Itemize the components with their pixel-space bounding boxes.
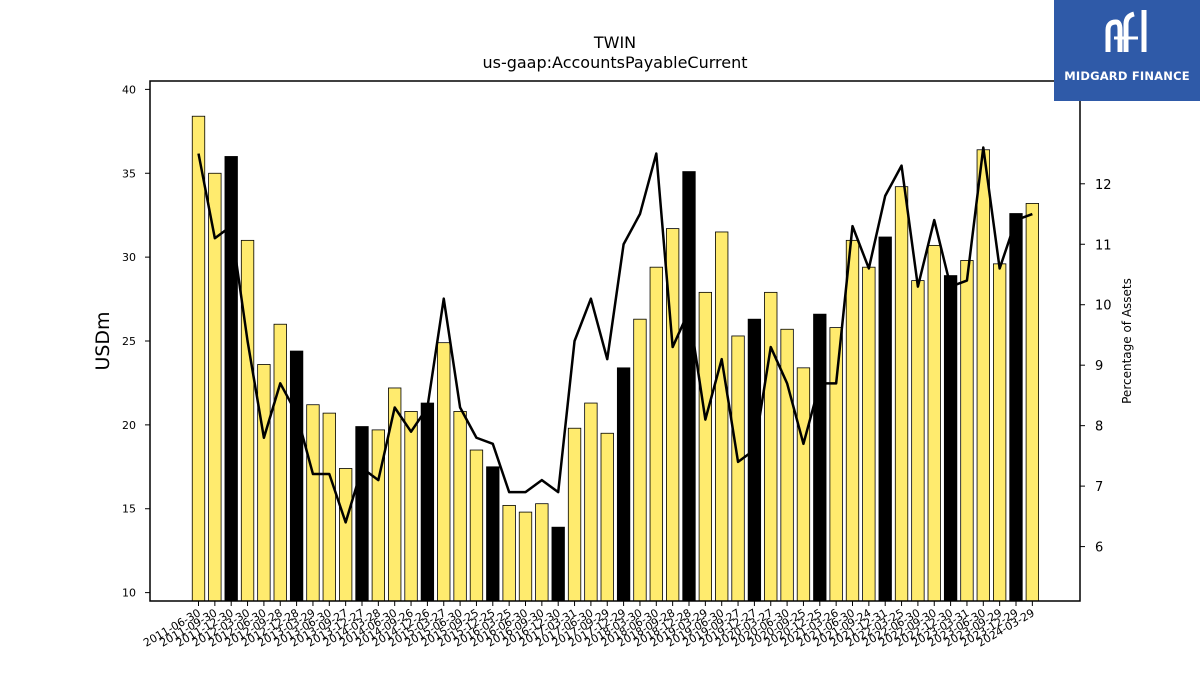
right-y-axis: 6 7 8 9 10 11 12 xyxy=(1080,178,1112,556)
right-y-tick-label: 6 xyxy=(1095,541,1103,556)
bar xyxy=(943,275,958,602)
bar xyxy=(813,313,827,602)
brand-logo: MIDGARD FINANCE xyxy=(1054,0,1200,101)
left-y-tick-label: 30 xyxy=(122,251,136,264)
bar xyxy=(404,411,418,602)
left-y-tick-label: 40 xyxy=(122,83,136,96)
left-y-tick-label: 10 xyxy=(122,587,136,600)
bar xyxy=(960,260,974,602)
right-y-tick-label: 12 xyxy=(1095,178,1112,193)
bar xyxy=(486,466,500,602)
bar xyxy=(976,149,990,602)
bar xyxy=(240,239,255,602)
bar xyxy=(911,280,925,602)
bar xyxy=(518,511,533,602)
left-y-tick-label: 35 xyxy=(122,167,136,180)
bar xyxy=(535,503,549,602)
bar xyxy=(796,367,811,602)
bar xyxy=(993,263,1007,602)
bar xyxy=(584,402,598,602)
bar xyxy=(1009,213,1023,602)
pct-assets-series xyxy=(197,146,1033,524)
right-y-axis-label: Percentage of Assets xyxy=(1120,278,1134,404)
chart-subtitle: us-gaap:AccountsPayableCurrent xyxy=(482,53,747,72)
bar xyxy=(273,323,287,602)
bar xyxy=(764,291,778,602)
bar xyxy=(322,412,336,602)
pct-assets-line xyxy=(197,146,1033,524)
right-y-tick-label: 10 xyxy=(1095,299,1112,314)
bar xyxy=(338,468,353,602)
bar xyxy=(355,426,369,602)
bar xyxy=(682,171,696,602)
bar xyxy=(1025,203,1039,602)
bar xyxy=(191,115,206,602)
bar xyxy=(698,291,712,602)
left-y-axis: 10 15 20 25 30 35 40 xyxy=(122,83,150,600)
bar xyxy=(551,526,565,602)
left-y-tick-label: 15 xyxy=(122,503,136,516)
bar xyxy=(616,367,631,602)
bar xyxy=(780,328,794,602)
bar xyxy=(862,266,876,602)
bar-series xyxy=(191,115,1039,602)
bar xyxy=(567,427,582,602)
bar xyxy=(633,318,647,602)
bar xyxy=(600,432,614,602)
bar xyxy=(420,402,435,602)
right-y-tick-label: 11 xyxy=(1095,238,1112,253)
logo-text: MIDGARD FINANCE xyxy=(1064,69,1190,83)
chart-title: TWIN xyxy=(593,33,636,52)
bar xyxy=(845,239,860,602)
bar xyxy=(927,244,941,602)
bar xyxy=(649,266,663,602)
bar xyxy=(469,449,484,602)
x-axis: 2011-06-302011-09-302011-12-302012-03-30… xyxy=(141,601,1037,650)
left-y-axis-label: USDm xyxy=(92,311,114,370)
bar xyxy=(437,342,451,602)
bar xyxy=(502,504,516,602)
bar xyxy=(453,411,467,602)
bar xyxy=(731,335,745,602)
bar xyxy=(829,327,843,602)
bar xyxy=(257,364,271,602)
left-y-tick-label: 25 xyxy=(122,335,136,348)
bar xyxy=(747,318,762,602)
right-y-tick-label: 8 xyxy=(1095,420,1103,435)
midgard-logo-icon xyxy=(1105,10,1147,52)
right-y-tick-label: 7 xyxy=(1095,480,1103,495)
bar xyxy=(289,350,304,602)
right-y-tick-label: 9 xyxy=(1095,359,1103,374)
bar xyxy=(306,404,320,602)
bar xyxy=(388,387,402,602)
bar xyxy=(878,236,892,602)
bar xyxy=(894,186,909,602)
bar xyxy=(715,231,729,602)
left-y-tick-label: 20 xyxy=(122,419,136,432)
bar xyxy=(224,156,238,602)
